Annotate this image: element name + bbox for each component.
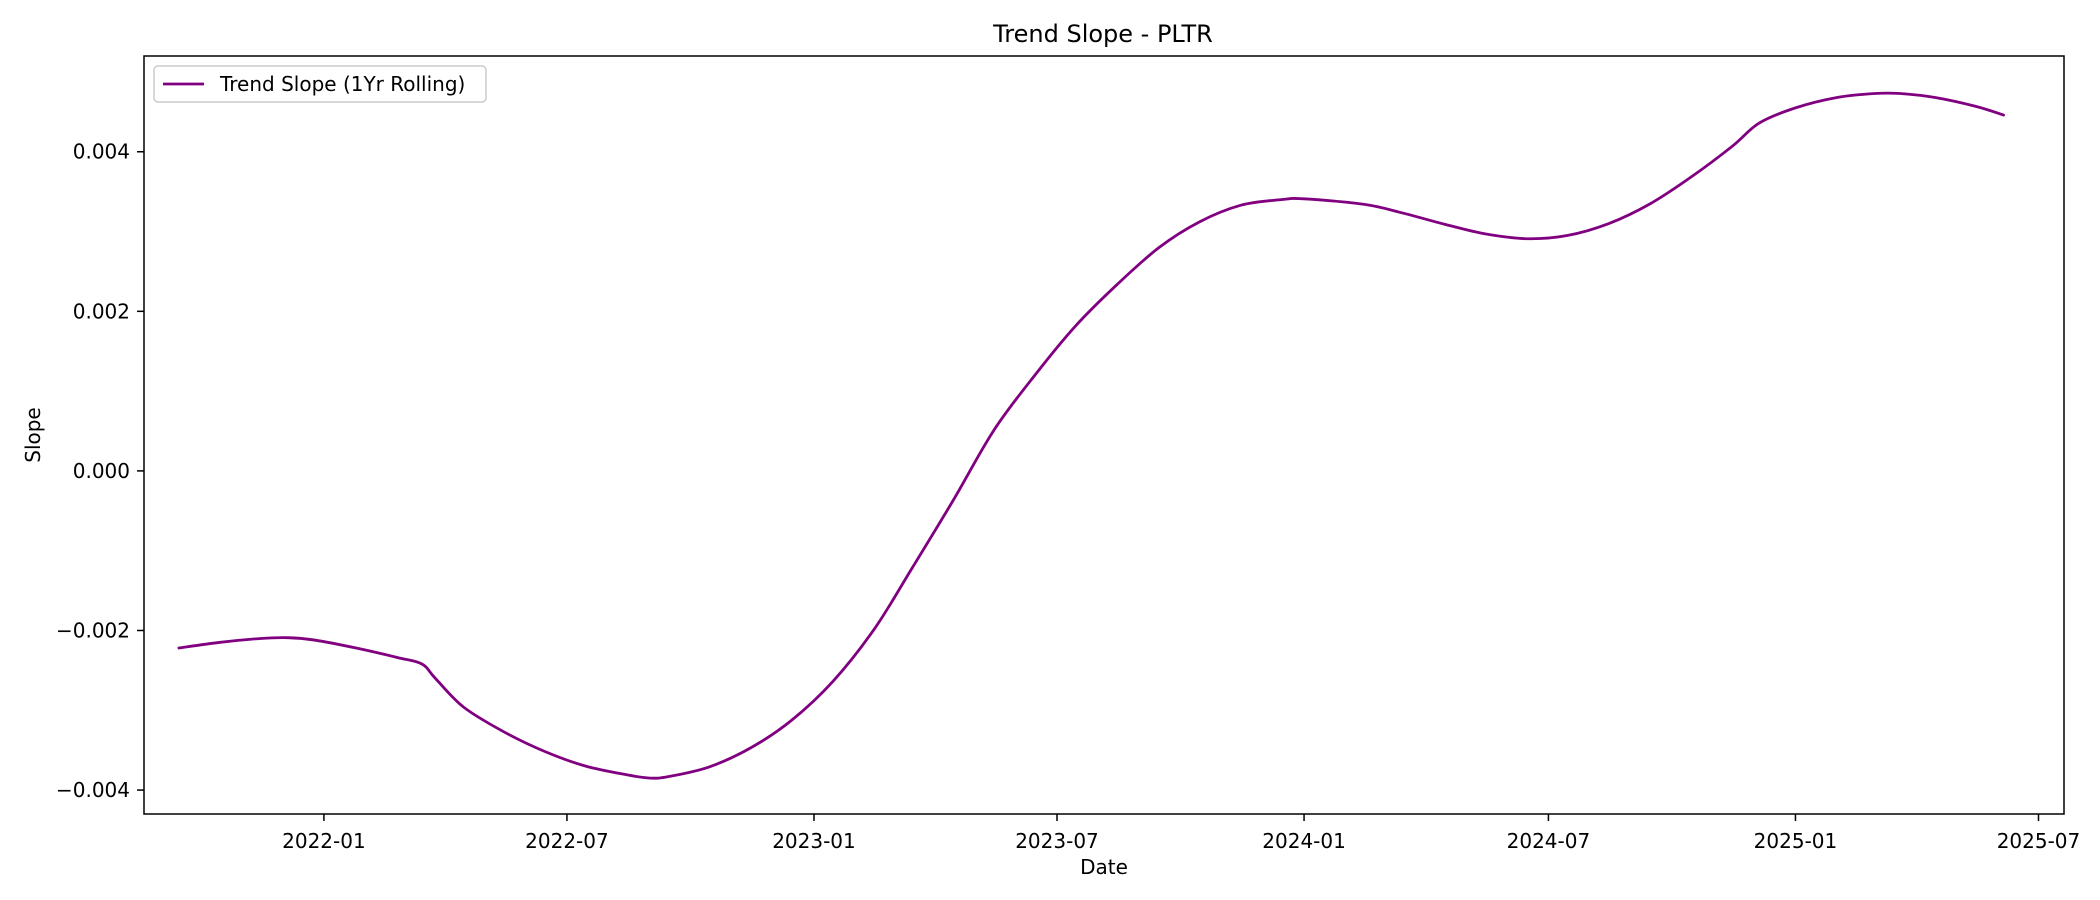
series-line — [177, 91, 2005, 780]
x-tick-label: 2025-07 — [1997, 829, 2081, 853]
plot-frame — [143, 55, 2065, 815]
y-axis-ticks: −0.004 −0.002 0.000 0.002 0.004 — [56, 140, 144, 802]
x-tick-label: 2024-07 — [1507, 829, 1591, 853]
plot-series — [177, 91, 2005, 780]
x-tick-label: 2022-07 — [525, 829, 609, 853]
y-tick-label: 0.004 — [73, 140, 130, 164]
y-axis-label: Slope — [21, 407, 45, 463]
legend: Trend Slope (1Yr Rolling) — [153, 65, 487, 103]
x-tick-label: 2023-07 — [1015, 829, 1099, 853]
x-tick-label: 2024-01 — [1262, 829, 1346, 853]
x-tick-label: 2022-01 — [282, 829, 366, 853]
y-tick-label: −0.004 — [56, 778, 130, 802]
x-tick-label: 2025-01 — [1754, 829, 1838, 853]
legend-box — [153, 65, 487, 103]
x-axis-ticks: 2022-01 2022-07 2023-01 2023-07 2024-01 2024-… — [282, 814, 2080, 853]
chart-title: Trend Slope - PLTR — [992, 20, 1213, 48]
y-tick-label: −0.002 — [56, 618, 130, 642]
y-tick-label: 0.002 — [73, 299, 130, 323]
y-tick-label: 0.000 — [73, 459, 130, 483]
legend-label: Trend Slope (1Yr Rolling) — [219, 72, 465, 96]
x-tick-label: 2023-01 — [772, 829, 856, 853]
x-axis-label: Date — [1080, 855, 1128, 879]
